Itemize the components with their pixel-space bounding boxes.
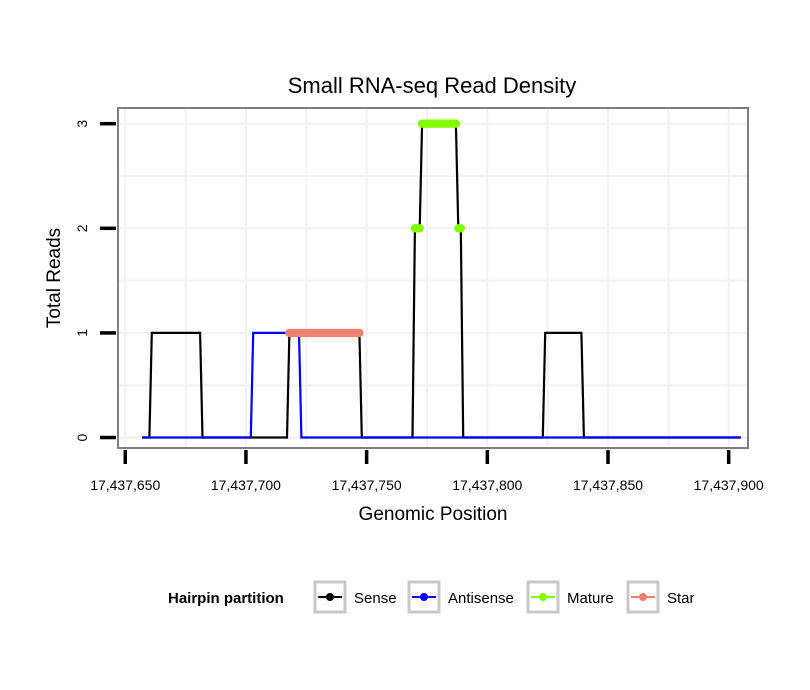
x-tick-label: 17,437,800 xyxy=(452,477,522,493)
point-mature xyxy=(456,224,465,233)
point-star xyxy=(355,328,364,338)
x-tick-label: 17,437,850 xyxy=(573,477,643,493)
x-axis-title: Genomic Position xyxy=(359,504,508,525)
y-tick-label: 0 xyxy=(74,433,90,441)
x-tick-label: 17,437,900 xyxy=(694,477,764,493)
legend-label-star: Star xyxy=(667,590,695,607)
legend-label-mature: Mature xyxy=(567,590,614,607)
legend-dot-antisense xyxy=(420,593,428,601)
point-mature xyxy=(415,224,424,233)
y-axis: 0 1 2 3 xyxy=(74,120,116,441)
series-layer xyxy=(142,119,741,439)
series-line-sense xyxy=(142,122,741,439)
legend-label-antisense: Antisense xyxy=(448,590,514,607)
legend-dot-sense xyxy=(326,593,334,601)
legend-dot-star xyxy=(639,593,647,601)
chart-title: Small RNA-seq Read Density xyxy=(288,73,577,98)
y-tick-label: 3 xyxy=(74,120,90,128)
x-axis: 17,437,650 17,437,700 17,437,750 17,437,800… xyxy=(90,450,764,493)
legend-title: Hairpin partition xyxy=(168,590,284,607)
legend-dot-mature xyxy=(539,593,547,601)
legend-label-sense: Sense xyxy=(354,590,397,607)
plot-panel xyxy=(118,108,748,448)
plot-border xyxy=(117,107,749,449)
x-tick-label: 17,437,650 xyxy=(90,477,160,493)
point-mature xyxy=(451,119,461,128)
series-line-antisense xyxy=(142,331,741,439)
x-tick-label: 17,437,700 xyxy=(211,477,281,493)
legend: Hairpin partition Sense Antisense Mature St… xyxy=(168,580,695,614)
x-tick-label: 17,437,750 xyxy=(332,477,402,493)
y-tick-label: 1 xyxy=(74,329,90,337)
y-tick-label: 2 xyxy=(74,224,90,232)
y-axis-title: Total Reads xyxy=(44,228,65,328)
